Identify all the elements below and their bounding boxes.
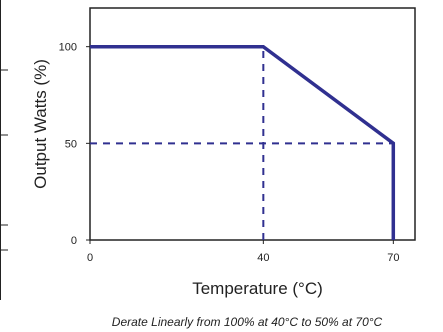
- y-tick-label: 50: [65, 138, 77, 150]
- series-line-0: [90, 44, 396, 240]
- y-axis-ticks: 0 50 100: [59, 42, 90, 247]
- page-edge-marks: [0, 0, 8, 300]
- x-tick-label: 40: [257, 252, 269, 264]
- x-axis-title: Temperature (°C): [192, 279, 323, 298]
- plot-area-frame: [89, 7, 416, 241]
- reference-lines: [90, 46, 394, 240]
- y-tick-label: 100: [59, 42, 77, 54]
- x-tick-label: 0: [87, 252, 93, 264]
- series-layer: [90, 44, 396, 240]
- x-tick-label: 70: [387, 252, 399, 264]
- x-axis-ticks: 0 40 70: [87, 240, 399, 264]
- y-axis-title: Output Watts (%): [31, 59, 50, 189]
- chart-caption: Derate Linearly from 100% at 40°C to 50%…: [112, 315, 383, 329]
- y-tick-label: 0: [71, 235, 77, 247]
